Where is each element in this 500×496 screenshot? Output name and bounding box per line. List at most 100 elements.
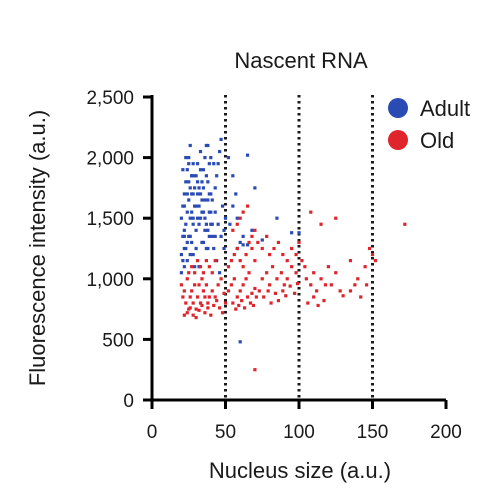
point-adult xyxy=(234,192,238,196)
point-old xyxy=(182,313,186,317)
point-adult xyxy=(195,180,200,184)
point-old xyxy=(253,286,257,291)
point-old xyxy=(247,271,251,275)
point-adult xyxy=(206,180,210,184)
point-adult xyxy=(220,204,225,208)
point-old xyxy=(269,301,273,305)
point-adult xyxy=(204,174,208,178)
point-old xyxy=(275,277,279,281)
point-adult xyxy=(197,222,201,226)
point-adult xyxy=(206,143,210,148)
point-old xyxy=(270,265,275,269)
point-old xyxy=(359,295,363,299)
point-adult xyxy=(191,192,195,196)
point-old xyxy=(200,277,204,281)
point-old xyxy=(329,283,333,287)
point-old xyxy=(235,246,239,251)
point-adult xyxy=(181,168,185,172)
point-adult xyxy=(219,137,223,142)
point-old xyxy=(207,295,211,299)
point-old xyxy=(179,283,183,287)
point-old xyxy=(300,259,304,263)
point-old xyxy=(181,295,185,299)
point-adult xyxy=(201,186,206,190)
point-old xyxy=(303,265,307,269)
point-adult xyxy=(200,210,204,214)
point-old xyxy=(210,271,214,275)
point-old xyxy=(348,259,353,263)
point-old xyxy=(363,265,367,269)
point-old xyxy=(353,283,357,287)
point-old xyxy=(243,306,247,310)
point-adult xyxy=(215,174,219,178)
point-old xyxy=(235,295,239,299)
point-old xyxy=(248,301,253,305)
point-adult xyxy=(185,210,189,214)
point-adult xyxy=(179,252,183,257)
point-adult xyxy=(193,204,197,208)
y-axis-ticks: 0 500 1,000 1,500 2,000 2,500 xyxy=(86,88,152,412)
point-old xyxy=(268,283,272,287)
point-adult xyxy=(182,192,186,196)
point-adult xyxy=(203,198,207,202)
point-old xyxy=(367,246,372,251)
point-adult xyxy=(218,149,222,154)
point-old xyxy=(285,277,289,281)
point-adult xyxy=(191,222,195,226)
point-old xyxy=(201,289,206,293)
point-adult xyxy=(210,198,214,202)
point-old xyxy=(238,289,242,293)
point-adult xyxy=(297,231,301,235)
point-old xyxy=(215,299,219,303)
point-old xyxy=(209,313,213,317)
point-adult xyxy=(181,234,185,238)
point-adult xyxy=(179,271,183,275)
point-adult xyxy=(179,216,183,220)
point-adult xyxy=(203,156,207,160)
point-adult xyxy=(191,216,195,220)
point-adult xyxy=(188,216,192,220)
point-adult xyxy=(212,246,216,251)
point-old xyxy=(334,271,338,275)
point-old xyxy=(194,307,198,311)
point-old xyxy=(341,294,345,298)
point-old xyxy=(218,306,222,310)
point-adult xyxy=(204,246,208,251)
x-tick-label: 50 xyxy=(215,422,236,443)
point-adult xyxy=(213,186,217,190)
point-adult xyxy=(245,243,250,247)
point-old xyxy=(253,368,257,372)
point-old xyxy=(191,301,195,305)
point-adult xyxy=(238,240,242,245)
point-adult xyxy=(245,153,250,157)
point-old xyxy=(247,240,251,245)
point-old xyxy=(212,303,216,308)
point-old xyxy=(184,301,188,305)
legend-label-adult: Adult xyxy=(420,96,470,121)
point-old xyxy=(319,222,323,226)
point-old xyxy=(241,210,245,214)
point-adult xyxy=(193,174,197,178)
x-tick-label: 0 xyxy=(147,422,158,443)
point-adult xyxy=(203,216,207,220)
point-adult xyxy=(187,234,191,238)
legend-marker-old xyxy=(388,130,408,150)
point-old xyxy=(312,271,316,275)
point-adult xyxy=(181,259,185,263)
point-old xyxy=(294,271,298,275)
point-old xyxy=(207,265,211,269)
point-old xyxy=(285,259,289,263)
point-old xyxy=(295,282,300,286)
point-old xyxy=(306,301,310,305)
point-old xyxy=(276,240,281,245)
point-old xyxy=(195,259,200,263)
point-adult xyxy=(193,186,197,190)
point-old xyxy=(229,259,233,263)
point-old xyxy=(195,295,200,299)
point-old xyxy=(238,216,242,220)
point-adult xyxy=(235,216,239,220)
point-adult xyxy=(185,259,189,263)
point-adult xyxy=(290,231,294,235)
y-tick-label: 1,000 xyxy=(86,270,134,291)
point-old xyxy=(403,222,407,226)
